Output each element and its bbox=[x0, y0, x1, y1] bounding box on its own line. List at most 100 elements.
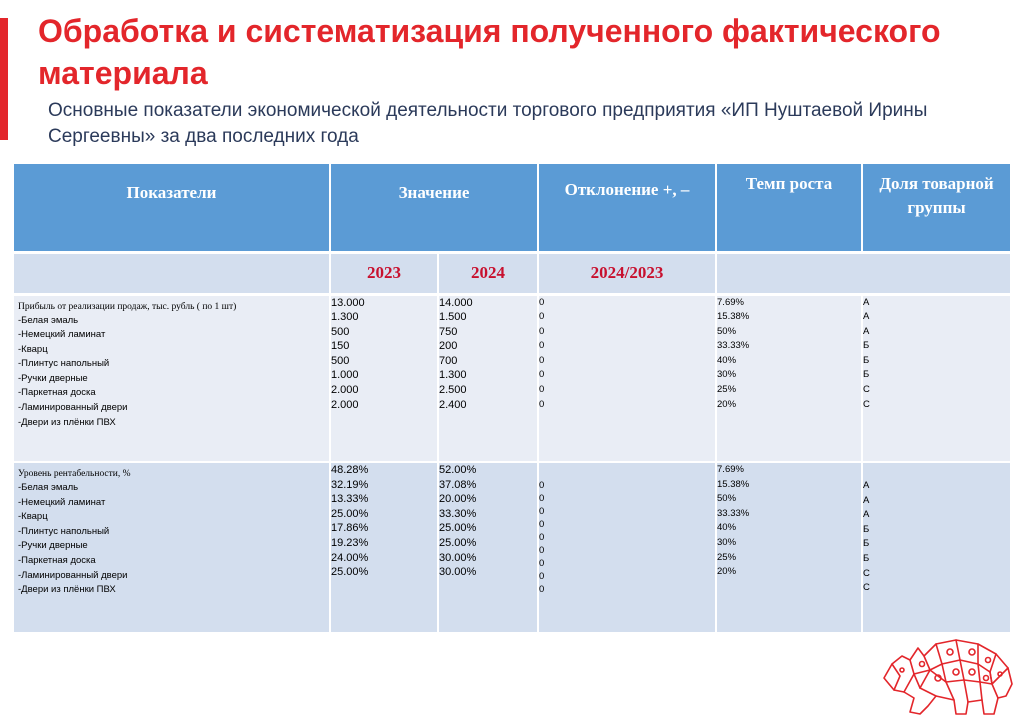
growth-value: 50% bbox=[717, 493, 737, 505]
value-2023: 2.000 bbox=[331, 384, 359, 397]
deviation-value: 0 bbox=[539, 532, 545, 543]
header-growth: Темп роста bbox=[716, 164, 864, 254]
growth-value: 30% bbox=[717, 536, 737, 548]
growth-value: 25% bbox=[717, 384, 737, 396]
growth-value: 33.33% bbox=[717, 340, 750, 352]
indicator-cell: Уровень рентабельности, % -Белая эмаль -… bbox=[14, 462, 331, 632]
list-item: -Белая эмаль bbox=[18, 314, 79, 326]
years-empty-cell-right bbox=[716, 252, 1011, 296]
indicator-title: Прибыль от реализации продаж, тыс. рубль… bbox=[18, 301, 237, 312]
list-item: -Плинтус напольный bbox=[18, 525, 110, 537]
value-2023: 25.00% bbox=[331, 507, 369, 520]
growth-value: 40% bbox=[717, 354, 737, 366]
growth-value: 50% bbox=[717, 325, 737, 337]
year-2024: 2024 bbox=[438, 252, 540, 296]
value-2023: 32.19% bbox=[331, 478, 369, 491]
slide-subtitle: Основные показатели экономической деятел… bbox=[48, 100, 928, 147]
share-cell: А А А Б Б Б С С bbox=[862, 462, 1011, 632]
list-item: -Ручки дверные bbox=[18, 540, 88, 552]
share-value: С bbox=[863, 398, 870, 410]
deviation-value: 0 bbox=[539, 506, 545, 517]
deviation-value: 0 bbox=[539, 311, 545, 323]
indicator-cell: Прибыль от реализации продаж, тыс. рубль… bbox=[14, 294, 331, 463]
value-2024: 2.400 bbox=[439, 398, 467, 411]
years-empty-cell bbox=[14, 252, 331, 296]
value-2024: 1.300 bbox=[439, 369, 467, 382]
list-item: -Паркетная доска bbox=[18, 554, 96, 566]
value-2024: 700 bbox=[439, 354, 458, 367]
value-2024: 20.00% bbox=[439, 493, 477, 506]
list-item: -Двери из плёнки ПВХ bbox=[18, 416, 116, 428]
growth-value: 30% bbox=[717, 369, 737, 381]
value-2023: 24.00% bbox=[331, 551, 369, 564]
value-2023: 500 bbox=[331, 325, 350, 338]
share-value: С bbox=[863, 567, 870, 579]
value-2024: 750 bbox=[439, 325, 458, 338]
list-item: -Немецкий ламинат bbox=[18, 496, 106, 508]
value-2023: 500 bbox=[331, 354, 350, 367]
indicator-title: Уровень рентабельности, % bbox=[18, 469, 131, 479]
share-value: Б bbox=[863, 354, 870, 366]
values-2024-cell: 14.000 1.500 750 200 700 1.300 2.500 2.4… bbox=[438, 294, 540, 463]
share-value: С bbox=[863, 384, 870, 396]
header-value: Значение bbox=[330, 164, 540, 254]
table-row-profitability: Уровень рентабельности, % -Белая эмаль -… bbox=[14, 462, 1011, 632]
value-2024: 1.500 bbox=[439, 311, 467, 324]
value-2024: 25.00% bbox=[439, 522, 477, 535]
list-item: -Ламинированный двери bbox=[18, 569, 128, 581]
value-2023: 13.000 bbox=[331, 296, 365, 309]
growth-value: 25% bbox=[717, 551, 737, 563]
share-value: Б bbox=[863, 369, 870, 381]
deviation-value: 0 bbox=[539, 480, 545, 491]
deviation-value: 0 bbox=[539, 398, 545, 410]
deviation-value: 0 bbox=[539, 493, 545, 504]
deviation-value: 0 bbox=[539, 354, 545, 366]
header-row: Показатели Значение Отклонение +, – Темп… bbox=[14, 164, 1011, 254]
values-2023-cell: 13.000 1.300 500 150 500 1.000 2.000 2.0… bbox=[330, 294, 439, 463]
list-item: -Двери из плёнки ПВХ bbox=[18, 584, 116, 596]
accent-bar bbox=[0, 18, 8, 140]
list-item: -Кварц bbox=[18, 343, 48, 355]
value-2024: 52.00% bbox=[439, 464, 477, 476]
value-2023: 1.300 bbox=[331, 311, 359, 324]
indicators-table: Показатели Значение Отклонение +, – Темп… bbox=[14, 164, 1011, 632]
share-value: Б bbox=[863, 552, 870, 564]
deviation-value: 0 bbox=[539, 296, 545, 308]
growth-value: 20% bbox=[717, 566, 737, 578]
share-value: А bbox=[863, 311, 870, 323]
year-ratio: 2024/2023 bbox=[538, 252, 718, 296]
share-value: А bbox=[863, 509, 870, 521]
values-2023-cell: 48.28% 32.19% 13.33% 25.00% 17.86% 19.23… bbox=[330, 462, 439, 632]
deviation-value: 0 bbox=[539, 519, 545, 530]
growth-value: 15.38% bbox=[717, 311, 750, 323]
header-indicators: Показатели bbox=[14, 164, 331, 254]
share-value: Б bbox=[863, 538, 870, 550]
deviation-value: 0 bbox=[539, 325, 545, 337]
values-2024-cell: 52.00% 37.08% 20.00% 33.30% 25.00% 25.00… bbox=[438, 462, 540, 632]
share-value: Б bbox=[863, 523, 870, 535]
value-2023: 19.23% bbox=[331, 536, 369, 549]
growth-value: 7.69% bbox=[717, 296, 744, 308]
share-value: А bbox=[863, 296, 870, 308]
value-2023: 1.000 bbox=[331, 369, 359, 382]
value-2024: 200 bbox=[439, 340, 458, 353]
share-cell: А А А Б Б Б С С bbox=[862, 294, 1011, 463]
share-value: С bbox=[863, 582, 870, 594]
list-item: -Белая эмаль bbox=[18, 482, 79, 493]
list-item: -Паркетная доска bbox=[18, 387, 96, 399]
share-value: Б bbox=[863, 340, 870, 352]
value-2024: 30.00% bbox=[439, 566, 477, 579]
growth-cell: 7.69% 15.38% 50% 33.33% 40% 30% 25% 20% bbox=[716, 294, 864, 463]
table-row-profit: Прибыль от реализации продаж, тыс. рубль… bbox=[14, 294, 1011, 463]
value-2024: 33.30% bbox=[439, 507, 477, 520]
value-2023: 150 bbox=[331, 340, 350, 353]
deviation-cell: 0 0 0 0 0 0 0 0 0 bbox=[538, 462, 718, 632]
deviation-value: 0 bbox=[539, 545, 545, 556]
share-value: А bbox=[863, 325, 870, 337]
header-deviation: Отклонение +, – bbox=[538, 164, 718, 254]
list-item: -Плинтус напольный bbox=[18, 358, 110, 370]
deviation-cell: 0 0 0 0 0 0 0 0 bbox=[538, 294, 718, 463]
deviation-value: 0 bbox=[539, 571, 545, 582]
growth-value: 20% bbox=[717, 398, 737, 410]
year-2023: 2023 bbox=[330, 252, 439, 296]
